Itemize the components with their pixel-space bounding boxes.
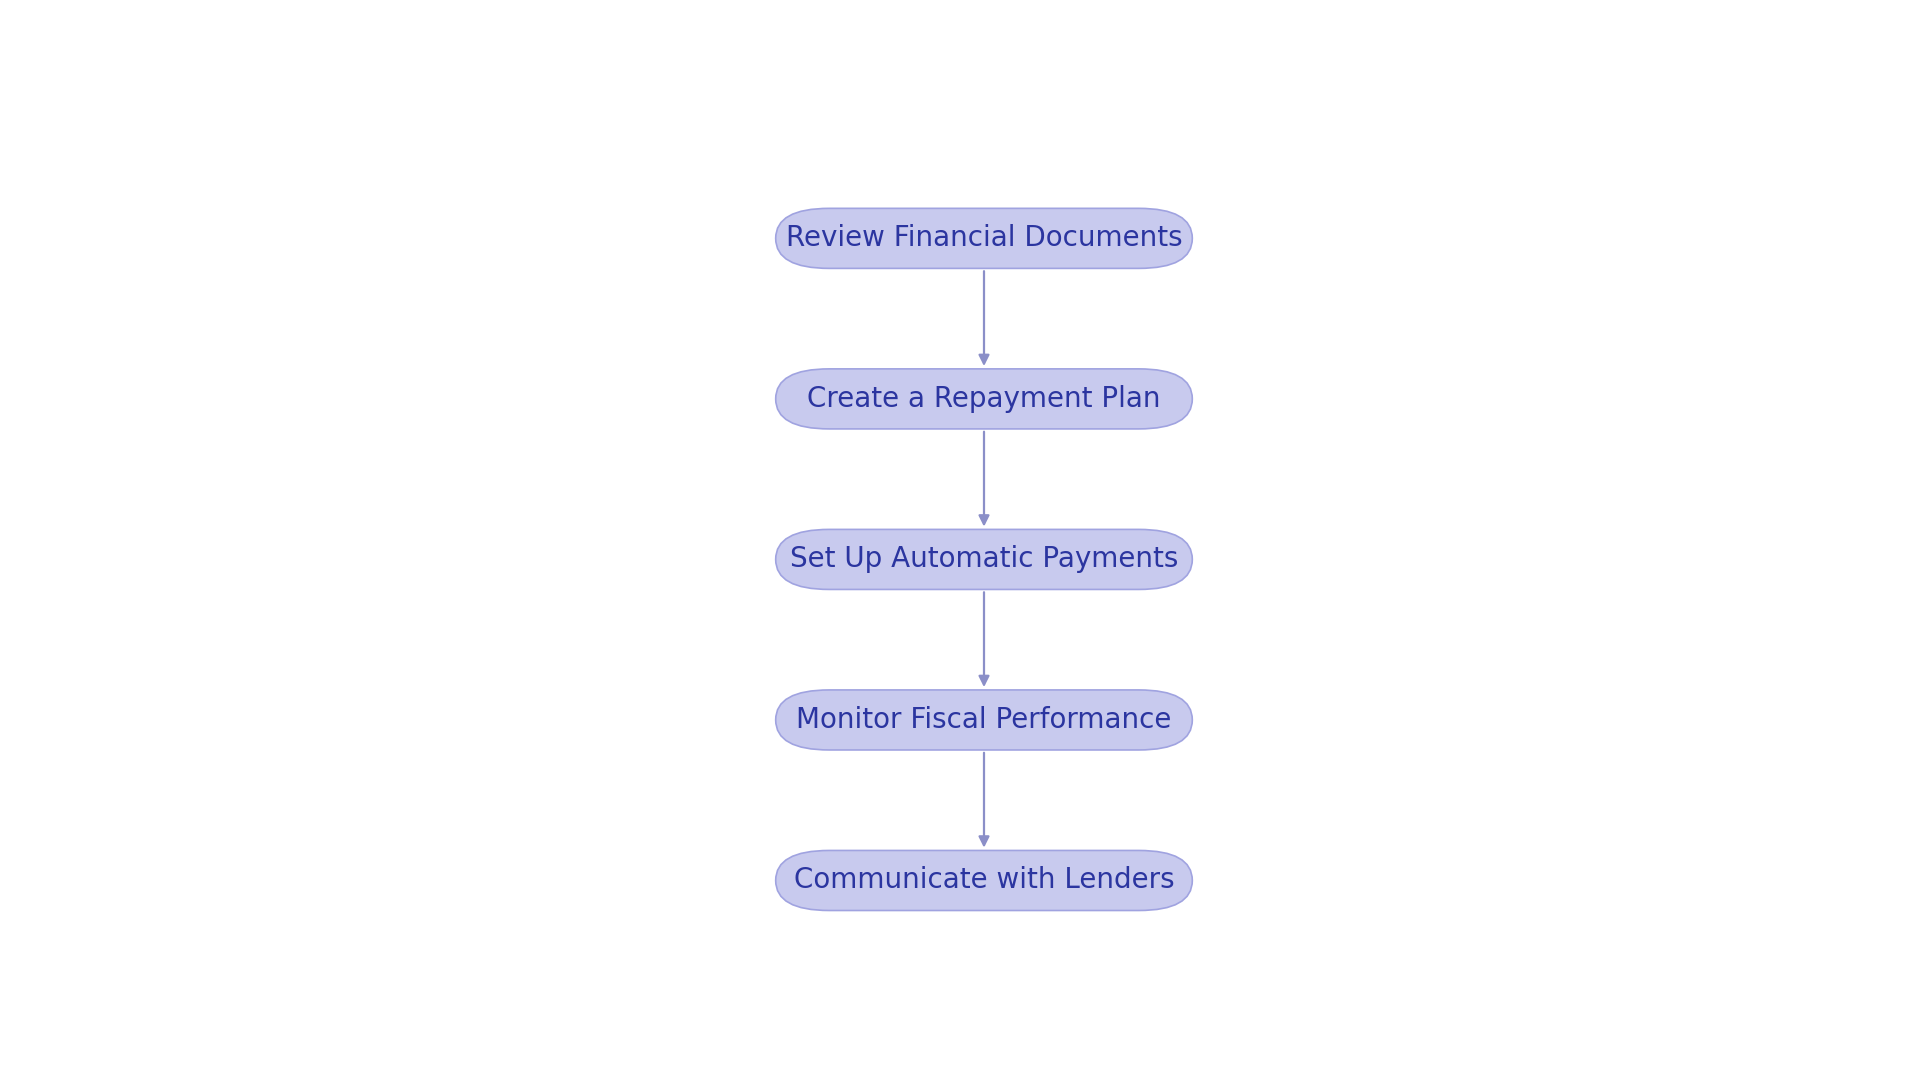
Text: Set Up Automatic Payments: Set Up Automatic Payments <box>789 546 1179 573</box>
Text: Review Financial Documents: Review Financial Documents <box>785 224 1183 252</box>
FancyBboxPatch shape <box>776 530 1192 589</box>
Text: Monitor Fiscal Performance: Monitor Fiscal Performance <box>797 706 1171 734</box>
FancyBboxPatch shape <box>776 850 1192 911</box>
Text: Communicate with Lenders: Communicate with Lenders <box>793 866 1175 895</box>
FancyBboxPatch shape <box>776 369 1192 429</box>
FancyBboxPatch shape <box>776 690 1192 749</box>
Text: Create a Repayment Plan: Create a Repayment Plan <box>806 384 1162 413</box>
FancyBboxPatch shape <box>776 208 1192 269</box>
